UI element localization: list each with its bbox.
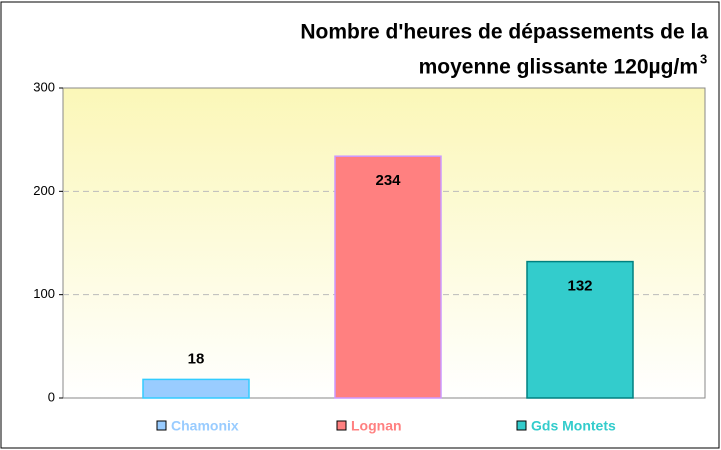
legend-swatch xyxy=(336,420,347,431)
bar xyxy=(142,378,250,399)
value-label: 234 xyxy=(375,172,401,189)
legend-swatch xyxy=(156,420,167,431)
y-tick-label: 300 xyxy=(33,79,55,94)
legend-swatch xyxy=(516,420,527,431)
legend-label: Chamonix xyxy=(171,418,239,434)
value-label: 132 xyxy=(567,278,592,295)
y-tick-label: 0 xyxy=(48,389,55,404)
chart-title: moyenne glissante 120µg/m xyxy=(419,56,698,79)
y-tick-label: 100 xyxy=(33,286,55,301)
bar xyxy=(526,260,634,399)
legend-label: Gds Montets xyxy=(531,418,616,434)
y-tick-label: 200 xyxy=(33,183,55,198)
legend-label: Lognan xyxy=(351,418,402,434)
value-label: 18 xyxy=(188,350,205,367)
chart-title: Nombre d'heures de dépassements de la xyxy=(300,21,708,44)
title-superscript: 3 xyxy=(700,51,707,66)
bar xyxy=(334,155,442,399)
